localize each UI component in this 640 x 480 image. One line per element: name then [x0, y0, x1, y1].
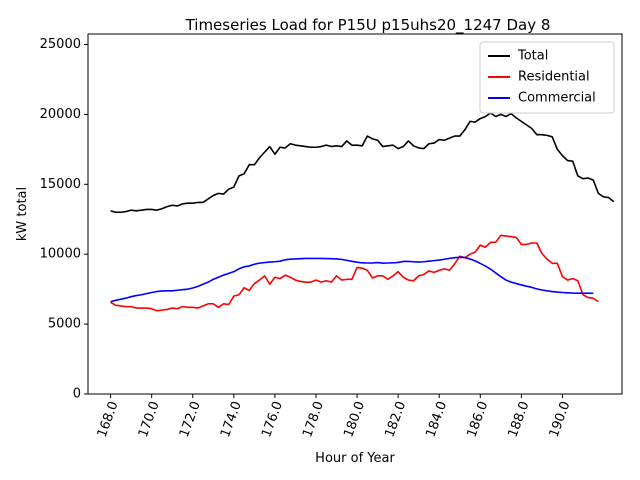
series-line-total	[110, 112, 615, 214]
legend-label-commercial: Commercial	[518, 91, 596, 106]
series-layer	[110, 112, 615, 312]
y-axis-label: kW total	[15, 187, 30, 241]
y-axis: 0 5000 10000 15000 20000 25000	[40, 37, 88, 402]
y-tick-label: 5000	[48, 317, 81, 332]
x-axis-label: Hour of Year	[315, 451, 395, 466]
y-tick-label: 15000	[40, 177, 81, 192]
series-line-residential	[110, 234, 599, 312]
y-tick-label: 20000	[40, 107, 81, 122]
y-tick-label: 0	[73, 387, 81, 402]
y-tick-label: 10000	[40, 247, 81, 262]
y-tick-label: 25000	[40, 37, 81, 52]
legend-label-total: Total	[517, 49, 548, 64]
series-line-commercial	[110, 256, 594, 303]
chart-title: Timeseries Load for P15U p15uhs20_1247 D…	[185, 16, 551, 35]
plot-frame	[87, 33, 623, 395]
legend-label-residential: Residential	[518, 70, 590, 85]
legend-box	[479, 41, 615, 114]
legend: Total Residential Commercial	[479, 41, 615, 114]
